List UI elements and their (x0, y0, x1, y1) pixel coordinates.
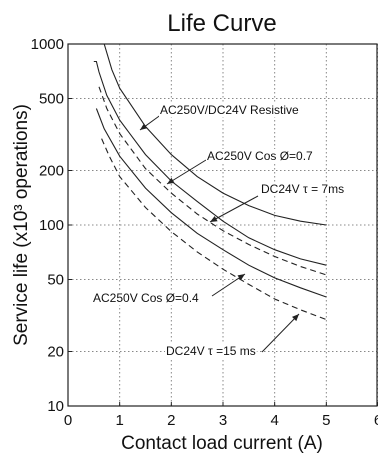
annotation-dc24v-15-ms: DC24V τ =15 ms (165, 313, 300, 358)
annotation-leader (209, 195, 259, 223)
x-tick-label: 0 (64, 412, 72, 429)
y-tick-label: 20 (47, 344, 64, 361)
annotation-arrowhead (292, 314, 299, 322)
annotation-leader (261, 313, 300, 353)
annotation-label: AC250V Cos Ø=0.7 (207, 149, 313, 163)
annotation-label: AC250V/DC24V Resistive (160, 103, 299, 117)
chart-title: Life Curve (167, 10, 276, 37)
y-tick-label: 100 (39, 217, 64, 234)
x-tick-label: 1 (115, 412, 123, 429)
y-tick-label: 500 (39, 90, 64, 107)
y-tick-label: 10 (47, 398, 64, 415)
y-tick-label: 1000 (31, 36, 64, 53)
y-tick-label: 200 (39, 163, 64, 180)
x-tick-label: 3 (219, 412, 227, 429)
x-tick-label: 2 (167, 412, 175, 429)
annotation-arrowhead (210, 216, 218, 222)
axis-ticks: 0 1 2 3 4 5 6 10 20 50 100 200 500 1000 (31, 36, 378, 429)
series-line-ac250v-cos-0-4 (95, 108, 327, 298)
annotation-arrowhead (140, 123, 148, 130)
series-line-dc24v-15-ms (101, 138, 327, 321)
annotation-label: AC250V Cos Ø=0.4 (93, 291, 199, 305)
annotation-ac250v-cos-0-4: AC250V Cos Ø=0.4 (92, 273, 246, 305)
y-axis-label: Service life (x10³ operations) (11, 104, 32, 346)
annotation-ac250v-dc24v-resistive: AC250V/DC24V Resistive (139, 103, 301, 131)
x-tick-label: 5 (322, 412, 330, 429)
y-tick-label: 50 (47, 271, 64, 288)
annotation-background (206, 149, 315, 163)
annotation-label: DC24V τ =15 ms (166, 344, 256, 358)
series-line-ac250v-cos-0-7 (93, 60, 327, 266)
annotation-background (159, 103, 301, 117)
annotation-dc24v-7ms: DC24V τ = 7ms (209, 182, 346, 223)
annotation-arrowhead (237, 274, 245, 281)
curve-annotations: AC250V/DC24V Resistive AC250V Cos Ø=0.7 DC… (92, 103, 346, 358)
annotation-label: DC24V τ = 7ms (261, 182, 344, 196)
annotation-ac250v-cos-0-7: AC250V Cos Ø=0.7 (166, 149, 315, 185)
annotation-background (260, 182, 346, 196)
annotation-arrowhead (167, 177, 175, 184)
annotation-background (165, 344, 257, 358)
annotation-leader (166, 159, 207, 185)
x-tick-label: 4 (270, 412, 278, 429)
series-line-ac250v-dc24v-resistive (103, 43, 327, 226)
series-line-dc24v-7ms (98, 86, 327, 276)
annotation-background (92, 291, 201, 305)
x-tick-label: 6 (374, 412, 378, 429)
x-axis-label: Contact load current (A) (121, 433, 323, 454)
